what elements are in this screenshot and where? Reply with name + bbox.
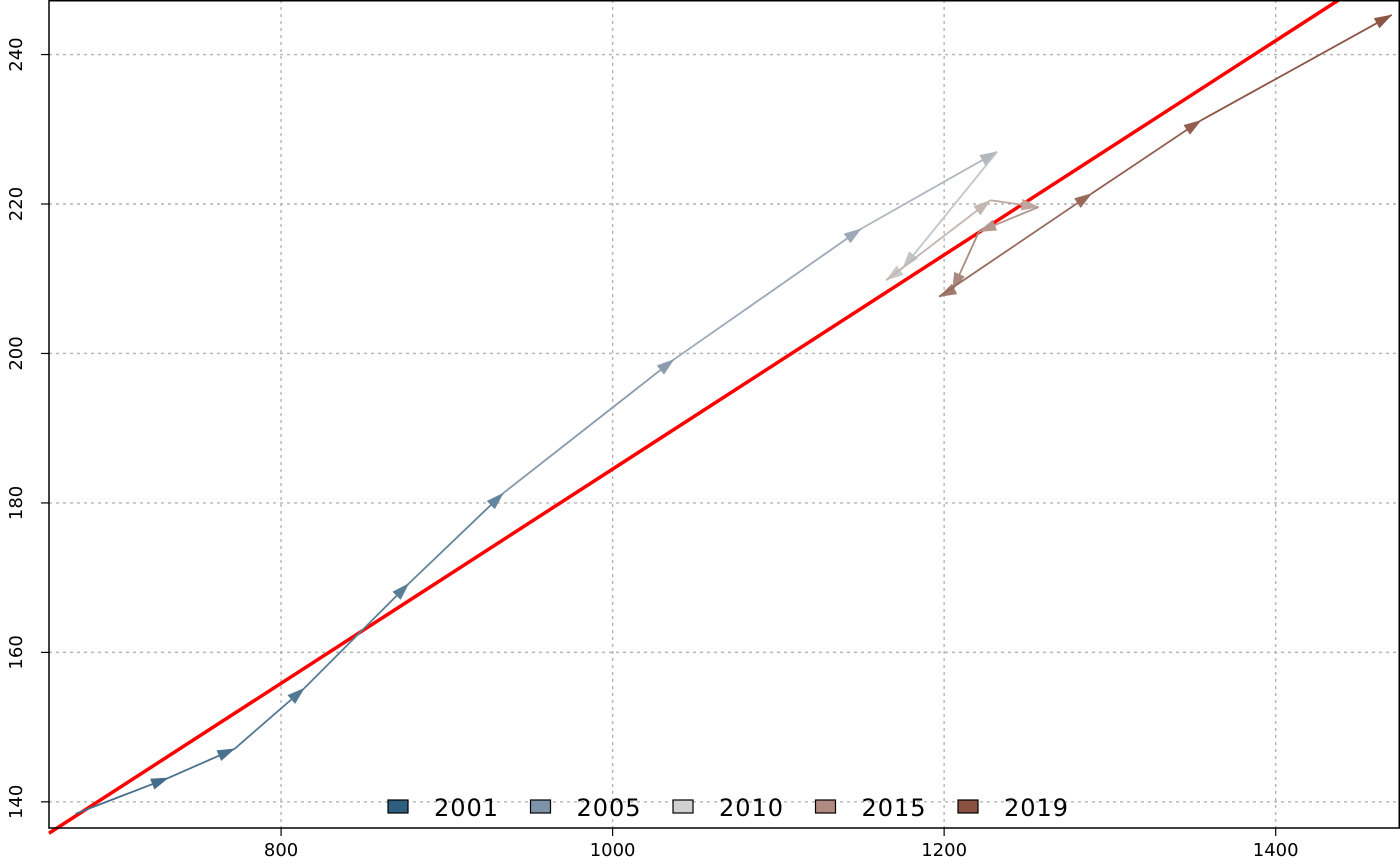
legend-label-1: 2005 — [577, 794, 642, 822]
path-segment-15 — [938, 192, 1093, 298]
legend-swatch-1 — [529, 799, 552, 814]
path-arrowhead-3 — [392, 583, 410, 600]
y-tick-label-0: 140 — [6, 785, 27, 819]
path-segment-6 — [673, 227, 862, 361]
y-tick-label-2: 180 — [6, 486, 27, 520]
path-arrowhead-6 — [843, 228, 862, 244]
path-segment-7 — [860, 150, 998, 230]
legend-swatch-2 — [672, 799, 694, 814]
axes: 800 1000 1200 1400 140 160 180 200 220 240 — [6, 37, 1299, 861]
legend-swatch-3 — [814, 799, 837, 814]
legend-swatch-4 — [957, 799, 979, 814]
path-segment-3 — [303, 582, 410, 689]
path-arrowhead-5 — [656, 358, 675, 375]
path-arrowhead-0 — [150, 777, 170, 790]
path-arrowhead-10 — [973, 199, 992, 216]
x-tick-label-2: 1200 — [921, 840, 967, 861]
path-segment-8 — [902, 151, 998, 269]
legend-label-4: 2019 — [1004, 794, 1069, 822]
path-arrowhead-16 — [1183, 119, 1202, 135]
legend: 2001 2005 2010 2015 2019 — [387, 794, 1069, 822]
path-arrowhead-1 — [216, 748, 236, 762]
grid — [49, 0, 1400, 828]
path-segment-16 — [1091, 119, 1202, 195]
path-segment-10 — [885, 199, 992, 281]
y-tick-label-3: 200 — [6, 336, 27, 370]
path-arrowhead-4 — [486, 492, 504, 510]
path-arrowhead-17 — [1373, 14, 1393, 29]
y-tick-label-4: 220 — [6, 187, 27, 221]
data-path-layer — [75, 14, 1393, 815]
path-arrowhead-11 — [1020, 198, 1040, 211]
path-segment-5 — [502, 358, 675, 494]
path-arrowhead-15 — [1074, 193, 1093, 209]
y-tick-label-1: 160 — [6, 635, 27, 669]
x-tick-label-1: 1000 — [590, 840, 636, 861]
path-segment-4 — [408, 492, 504, 585]
trend-line — [48, 0, 1340, 835]
y-tick-label-5: 240 — [6, 37, 27, 71]
path-segment-17 — [1200, 14, 1393, 122]
x-tick-label-0: 800 — [264, 840, 298, 861]
path-arrowhead-12 — [978, 219, 998, 232]
legend-label-0: 2001 — [434, 794, 499, 822]
legend-label-2: 2010 — [719, 794, 784, 822]
plot-frame — [48, 0, 1400, 829]
legend-label-3: 2015 — [862, 794, 927, 822]
x-tick-label-3: 1400 — [1253, 840, 1299, 861]
legend-swatch-0 — [387, 799, 409, 814]
path-arrowhead-2 — [287, 687, 305, 704]
trend-line-layer — [48, 0, 1340, 835]
